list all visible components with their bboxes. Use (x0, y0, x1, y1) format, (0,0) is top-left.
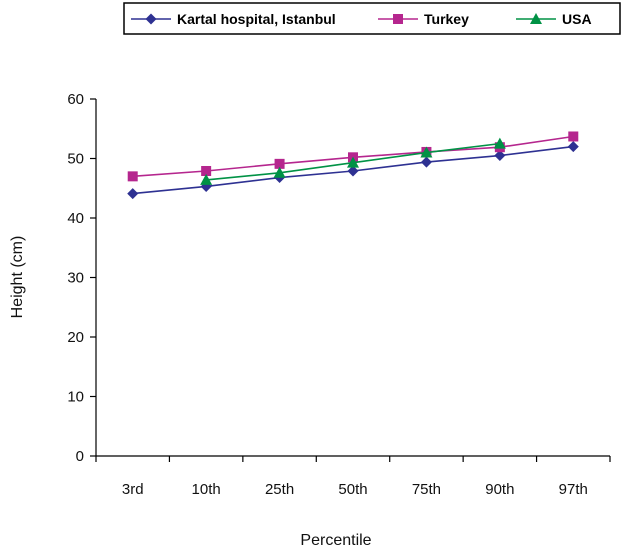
series-kartal-hospital-istanbul (127, 141, 579, 200)
legend-entry: USA (516, 11, 592, 27)
data-point (347, 165, 359, 177)
legend-marker (530, 13, 542, 24)
legend-entry: Turkey (378, 11, 469, 27)
series-layer (127, 131, 579, 200)
legend-label: USA (562, 11, 592, 27)
axes: 0 10 20 30 40 50 60 3rd 10th 25th 50th 75th 90th 97th (67, 91, 611, 498)
x-axis-title: Percentile (300, 532, 371, 549)
y-tick-label: 40 (67, 210, 84, 227)
y-tick-label: 0 (76, 448, 84, 465)
data-point (347, 156, 359, 168)
x-tick-label: 3rd (122, 481, 144, 498)
data-point (274, 158, 285, 169)
legend-label: Turkey (424, 11, 469, 27)
data-point (420, 156, 432, 168)
data-point (127, 188, 139, 200)
x-tick-label: 90th (485, 481, 514, 498)
x-tick-label: 25th (265, 481, 294, 498)
legend-label: Kartal hospital, Istanbul (177, 11, 336, 27)
legend: Kartal hospital, Istanbul Turkey USA (123, 2, 621, 35)
data-point (200, 173, 213, 185)
x-tick-label: 97th (559, 481, 588, 498)
y-tick-label: 10 (67, 389, 84, 406)
data-point (273, 166, 286, 178)
legend-entry: Kartal hospital, Istanbul (131, 11, 336, 27)
series-usa (200, 137, 506, 185)
x-tick-label: 50th (338, 481, 367, 498)
x-tick-label: 75th (412, 481, 441, 498)
data-point (568, 131, 579, 142)
data-point (493, 137, 506, 149)
legend-marker (145, 13, 157, 25)
data-point (420, 146, 433, 158)
y-tick-label: 50 (67, 151, 84, 168)
y-tick-label: 30 (67, 270, 84, 287)
y-tick-label: 60 (67, 91, 84, 108)
data-point (567, 141, 579, 153)
x-tick-label: 10th (192, 481, 221, 498)
data-point (494, 150, 506, 162)
data-point (201, 165, 212, 176)
y-tick-label: 20 (67, 329, 84, 346)
legend-marker (393, 14, 403, 24)
y-axis-title: Height (cm) (9, 236, 26, 319)
data-point (127, 171, 138, 182)
